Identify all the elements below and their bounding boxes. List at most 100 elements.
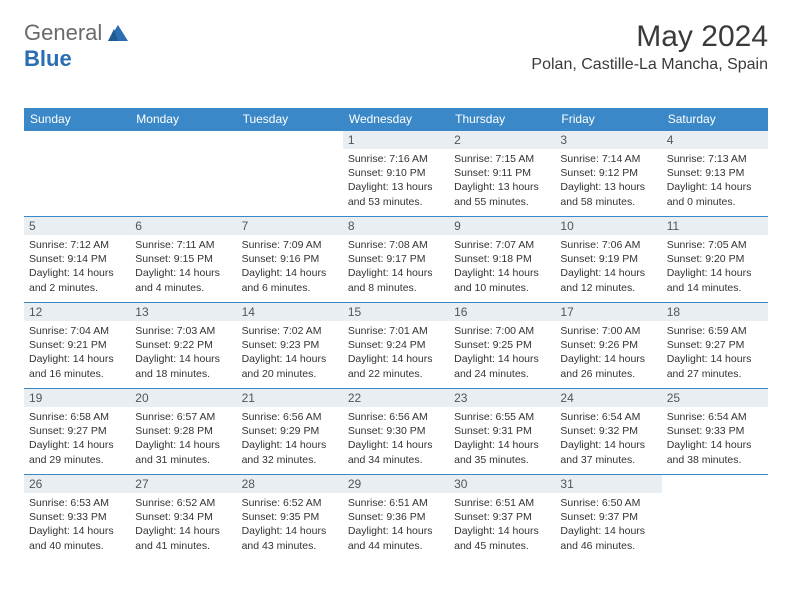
calendar-day-cell: 24Sunrise: 6:54 AMSunset: 9:32 PMDayligh… (555, 389, 661, 475)
calendar-header-cell: Saturday (662, 108, 768, 131)
day-number: 1 (343, 131, 449, 149)
calendar-day-cell: 4Sunrise: 7:13 AMSunset: 9:13 PMDaylight… (662, 131, 768, 217)
day-details: Sunrise: 7:02 AMSunset: 9:23 PMDaylight:… (237, 321, 343, 385)
day-details: Sunrise: 6:56 AMSunset: 9:29 PMDaylight:… (237, 407, 343, 471)
day-details: Sunrise: 6:52 AMSunset: 9:35 PMDaylight:… (237, 493, 343, 557)
day-details: Sunrise: 6:50 AMSunset: 9:37 PMDaylight:… (555, 493, 661, 557)
calendar-day-cell: 5Sunrise: 7:12 AMSunset: 9:14 PMDaylight… (24, 217, 130, 303)
day-number: 2 (449, 131, 555, 149)
calendar-day-cell: 30Sunrise: 6:51 AMSunset: 9:37 PMDayligh… (449, 475, 555, 557)
calendar-day-cell: 21Sunrise: 6:56 AMSunset: 9:29 PMDayligh… (237, 389, 343, 475)
day-number: 10 (555, 217, 661, 235)
day-details: Sunrise: 7:13 AMSunset: 9:13 PMDaylight:… (662, 149, 768, 213)
calendar-week-row: 1Sunrise: 7:16 AMSunset: 9:10 PMDaylight… (24, 131, 768, 217)
location-text: Polan, Castille-La Mancha, Spain (531, 56, 768, 74)
calendar-day-cell: 16Sunrise: 7:00 AMSunset: 9:25 PMDayligh… (449, 303, 555, 389)
day-number: 31 (555, 475, 661, 493)
day-details: Sunrise: 7:03 AMSunset: 9:22 PMDaylight:… (130, 321, 236, 385)
logo-text-blue: Blue (24, 46, 72, 71)
calendar-day-cell: 25Sunrise: 6:54 AMSunset: 9:33 PMDayligh… (662, 389, 768, 475)
day-details: Sunrise: 7:01 AMSunset: 9:24 PMDaylight:… (343, 321, 449, 385)
logo-text-general: General (24, 20, 102, 46)
day-details: Sunrise: 7:05 AMSunset: 9:20 PMDaylight:… (662, 235, 768, 299)
day-number: 13 (130, 303, 236, 321)
calendar-day-cell: 10Sunrise: 7:06 AMSunset: 9:19 PMDayligh… (555, 217, 661, 303)
day-details: Sunrise: 7:00 AMSunset: 9:25 PMDaylight:… (449, 321, 555, 385)
calendar-day-cell: 19Sunrise: 6:58 AMSunset: 9:27 PMDayligh… (24, 389, 130, 475)
day-number: 30 (449, 475, 555, 493)
day-details: Sunrise: 7:06 AMSunset: 9:19 PMDaylight:… (555, 235, 661, 299)
day-number: 29 (343, 475, 449, 493)
day-details: Sunrise: 6:51 AMSunset: 9:37 PMDaylight:… (449, 493, 555, 557)
calendar-day-cell: 23Sunrise: 6:55 AMSunset: 9:31 PMDayligh… (449, 389, 555, 475)
day-number: 3 (555, 131, 661, 149)
day-number: 16 (449, 303, 555, 321)
day-number: 28 (237, 475, 343, 493)
day-number: 26 (24, 475, 130, 493)
calendar-day-cell: 13Sunrise: 7:03 AMSunset: 9:22 PMDayligh… (130, 303, 236, 389)
calendar-week-row: 12Sunrise: 7:04 AMSunset: 9:21 PMDayligh… (24, 303, 768, 389)
calendar-table: SundayMondayTuesdayWednesdayThursdayFrid… (24, 108, 768, 557)
calendar-header-cell: Friday (555, 108, 661, 131)
calendar-day-cell: 17Sunrise: 7:00 AMSunset: 9:26 PMDayligh… (555, 303, 661, 389)
calendar-header-cell: Wednesday (343, 108, 449, 131)
day-number: 9 (449, 217, 555, 235)
day-details: Sunrise: 6:54 AMSunset: 9:32 PMDaylight:… (555, 407, 661, 471)
day-number: 23 (449, 389, 555, 407)
calendar-day-cell: 3Sunrise: 7:14 AMSunset: 9:12 PMDaylight… (555, 131, 661, 217)
day-details: Sunrise: 6:57 AMSunset: 9:28 PMDaylight:… (130, 407, 236, 471)
calendar-day-cell: 8Sunrise: 7:08 AMSunset: 9:17 PMDaylight… (343, 217, 449, 303)
day-details: Sunrise: 6:54 AMSunset: 9:33 PMDaylight:… (662, 407, 768, 471)
day-number: 19 (24, 389, 130, 407)
calendar-day-cell: 22Sunrise: 6:56 AMSunset: 9:30 PMDayligh… (343, 389, 449, 475)
calendar-day-cell: 29Sunrise: 6:51 AMSunset: 9:36 PMDayligh… (343, 475, 449, 557)
calendar-day-cell: 15Sunrise: 7:01 AMSunset: 9:24 PMDayligh… (343, 303, 449, 389)
calendar-day-cell: 2Sunrise: 7:15 AMSunset: 9:11 PMDaylight… (449, 131, 555, 217)
day-details: Sunrise: 6:55 AMSunset: 9:31 PMDaylight:… (449, 407, 555, 471)
calendar-day-cell: 26Sunrise: 6:53 AMSunset: 9:33 PMDayligh… (24, 475, 130, 557)
calendar-week-row: 5Sunrise: 7:12 AMSunset: 9:14 PMDaylight… (24, 217, 768, 303)
day-details: Sunrise: 7:00 AMSunset: 9:26 PMDaylight:… (555, 321, 661, 385)
day-details: Sunrise: 6:59 AMSunset: 9:27 PMDaylight:… (662, 321, 768, 385)
sail-icon (106, 23, 130, 43)
logo: General (24, 20, 132, 46)
day-details: Sunrise: 7:12 AMSunset: 9:14 PMDaylight:… (24, 235, 130, 299)
day-details: Sunrise: 7:08 AMSunset: 9:17 PMDaylight:… (343, 235, 449, 299)
day-number: 14 (237, 303, 343, 321)
calendar-day-cell: 12Sunrise: 7:04 AMSunset: 9:21 PMDayligh… (24, 303, 130, 389)
day-number: 8 (343, 217, 449, 235)
day-number: 12 (24, 303, 130, 321)
calendar-day-cell (130, 131, 236, 217)
day-details: Sunrise: 7:11 AMSunset: 9:15 PMDaylight:… (130, 235, 236, 299)
calendar-day-cell: 7Sunrise: 7:09 AMSunset: 9:16 PMDaylight… (237, 217, 343, 303)
day-details: Sunrise: 6:52 AMSunset: 9:34 PMDaylight:… (130, 493, 236, 557)
calendar-header-cell: Monday (130, 108, 236, 131)
day-number: 25 (662, 389, 768, 407)
day-details: Sunrise: 6:51 AMSunset: 9:36 PMDaylight:… (343, 493, 449, 557)
day-number: 11 (662, 217, 768, 235)
day-number: 24 (555, 389, 661, 407)
day-number: 18 (662, 303, 768, 321)
day-details: Sunrise: 7:07 AMSunset: 9:18 PMDaylight:… (449, 235, 555, 299)
calendar-header-cell: Tuesday (237, 108, 343, 131)
calendar-day-cell: 31Sunrise: 6:50 AMSunset: 9:37 PMDayligh… (555, 475, 661, 557)
day-number: 17 (555, 303, 661, 321)
calendar-day-cell: 1Sunrise: 7:16 AMSunset: 9:10 PMDaylight… (343, 131, 449, 217)
day-details: Sunrise: 6:58 AMSunset: 9:27 PMDaylight:… (24, 407, 130, 471)
day-details: Sunrise: 6:56 AMSunset: 9:30 PMDaylight:… (343, 407, 449, 471)
calendar-day-cell: 14Sunrise: 7:02 AMSunset: 9:23 PMDayligh… (237, 303, 343, 389)
day-number: 6 (130, 217, 236, 235)
calendar-day-cell (24, 131, 130, 217)
day-number: 27 (130, 475, 236, 493)
calendar-day-cell (237, 131, 343, 217)
title-block: May 2024 Polan, Castille-La Mancha, Spai… (531, 20, 768, 74)
day-number: 4 (662, 131, 768, 149)
day-details: Sunrise: 6:53 AMSunset: 9:33 PMDaylight:… (24, 493, 130, 557)
calendar-day-cell: 6Sunrise: 7:11 AMSunset: 9:15 PMDaylight… (130, 217, 236, 303)
calendar-day-cell (662, 475, 768, 557)
calendar-header-cell: Sunday (24, 108, 130, 131)
day-details: Sunrise: 7:16 AMSunset: 9:10 PMDaylight:… (343, 149, 449, 213)
calendar-week-row: 19Sunrise: 6:58 AMSunset: 9:27 PMDayligh… (24, 389, 768, 475)
calendar-week-row: 26Sunrise: 6:53 AMSunset: 9:33 PMDayligh… (24, 475, 768, 557)
day-number: 22 (343, 389, 449, 407)
